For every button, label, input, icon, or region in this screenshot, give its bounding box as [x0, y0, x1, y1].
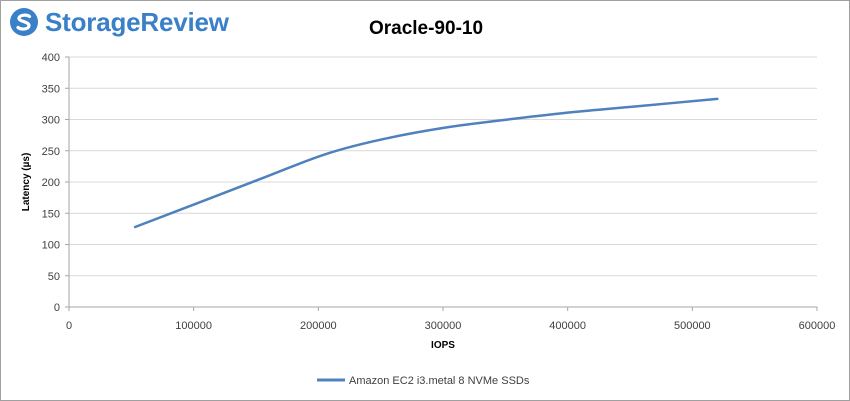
x-tick-label: 0 [66, 320, 72, 332]
chart-title: Oracle-90-10 [369, 18, 483, 39]
x-tick-label: 500000 [674, 320, 711, 332]
axes [65, 56, 818, 311]
logo-text: StorageReview [45, 6, 229, 37]
y-tick-label: 400 [42, 52, 60, 64]
x-axis-title: IOPS [431, 340, 455, 351]
series-lines [133, 97, 719, 229]
y-axis-title: Latency (µs) [21, 153, 32, 212]
y-tick-label: 200 [42, 177, 60, 189]
y-tick-label: 350 [42, 83, 60, 95]
storagereview-logo: StorageReview [9, 5, 229, 39]
y-tick-labels: 0 50 100 150 200 250 300 350 400 [42, 52, 60, 314]
x-tick-label: 600000 [799, 320, 836, 332]
gridlines [69, 56, 817, 277]
legend: Amazon EC2 i3.metal 8 NVMe SSDs [317, 375, 530, 387]
series-line [133, 97, 719, 229]
y-tick-label: 150 [42, 208, 60, 220]
x-tick-labels: 0 100000 200000 300000 400000 500000 600000 [66, 320, 835, 332]
x-tick-label: 100000 [175, 320, 212, 332]
y-tick-label: 100 [42, 240, 60, 252]
y-tick-label: 50 [48, 271, 60, 283]
y-tick-label: 250 [42, 146, 60, 158]
storagereview-logo-icon [10, 8, 38, 36]
legend-label: Amazon EC2 i3.metal 8 NVMe SSDs [349, 375, 530, 387]
y-tick-label: 300 [42, 115, 60, 127]
x-tick-label: 400000 [549, 320, 586, 332]
x-tick-label: 300000 [425, 320, 462, 332]
x-tick-label: 200000 [300, 320, 337, 332]
y-tick-label: 0 [54, 302, 60, 314]
